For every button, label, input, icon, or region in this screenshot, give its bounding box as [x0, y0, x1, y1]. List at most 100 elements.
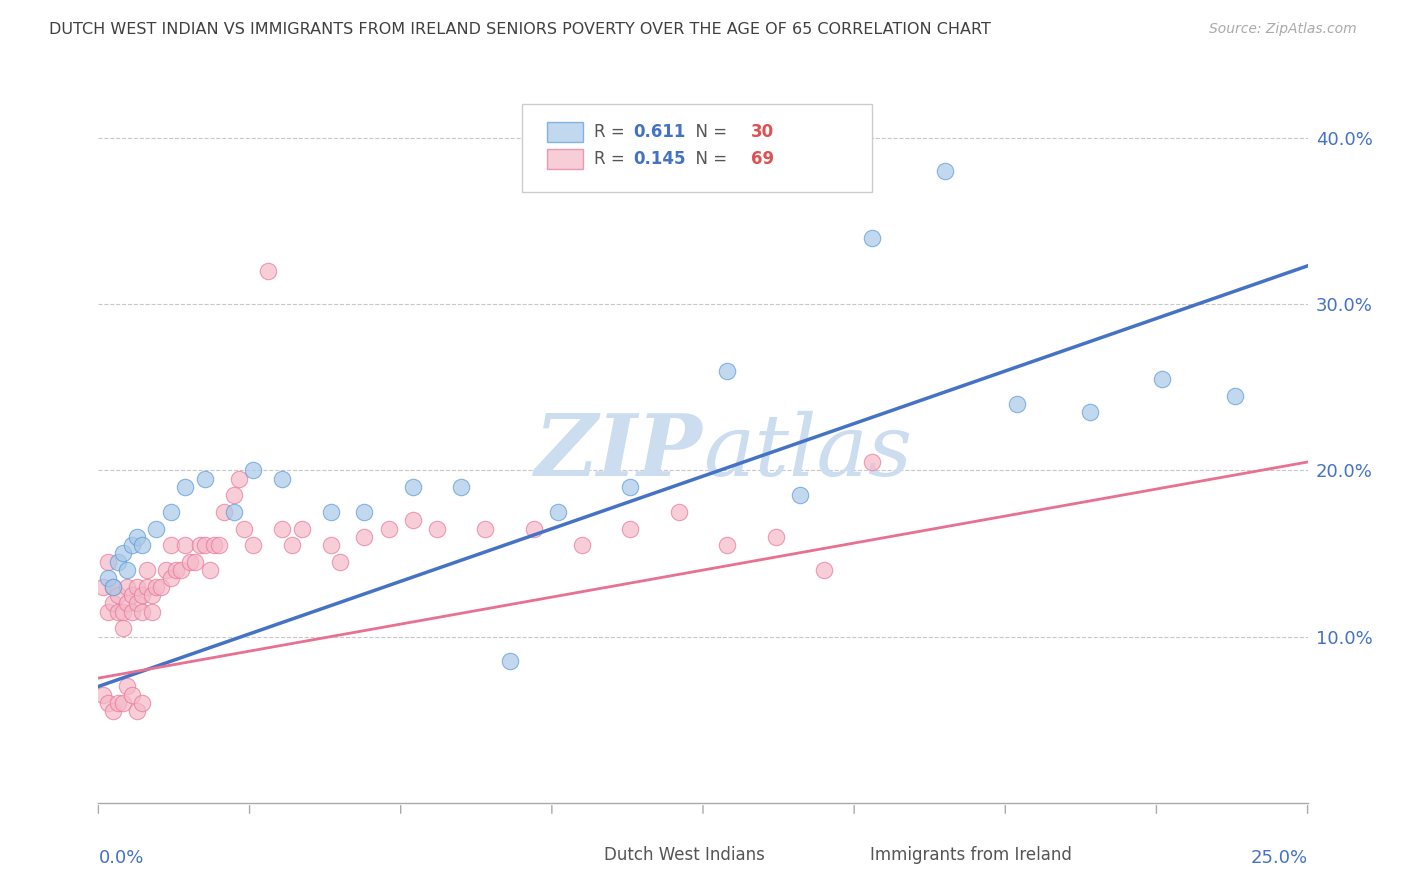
Point [194, 538, 217, 552]
Text: R =: R = [595, 150, 630, 168]
Point [256, 264, 278, 278]
Point [208, 538, 231, 552]
Point [91, 688, 114, 702]
Point [179, 555, 201, 569]
Point [107, 696, 129, 710]
Point [1078, 405, 1101, 419]
Text: Source: ZipAtlas.com: Source: ZipAtlas.com [1209, 22, 1357, 37]
Point [377, 521, 399, 535]
Text: 25.0%: 25.0% [1250, 849, 1308, 867]
Point [97, 696, 120, 710]
Point [619, 521, 641, 535]
FancyBboxPatch shape [557, 846, 593, 866]
Point [194, 472, 217, 486]
Point [619, 480, 641, 494]
Point [97, 571, 120, 585]
Point [145, 521, 167, 535]
Text: 69: 69 [751, 150, 775, 168]
Point [169, 563, 191, 577]
Point [127, 530, 149, 544]
Point [198, 563, 221, 577]
Point [228, 472, 250, 486]
Point [117, 580, 139, 594]
Point [135, 580, 157, 594]
Point [165, 563, 187, 577]
Point [523, 521, 546, 535]
Point [789, 488, 811, 502]
Point [1007, 397, 1029, 411]
Point [290, 521, 312, 535]
Point [212, 505, 235, 519]
Point [131, 588, 153, 602]
Point [860, 230, 883, 244]
Point [121, 588, 143, 602]
Point [174, 480, 197, 494]
Point [141, 588, 163, 602]
Point [860, 455, 883, 469]
Point [135, 563, 157, 577]
Point [319, 505, 342, 519]
Point [111, 696, 134, 710]
Point [1152, 372, 1174, 386]
Point [426, 521, 449, 535]
Point [150, 580, 173, 594]
Point [117, 596, 139, 610]
Text: N =: N = [685, 150, 733, 168]
Point [716, 538, 738, 552]
Point [107, 588, 129, 602]
Point [402, 480, 425, 494]
Point [127, 580, 149, 594]
Point [107, 605, 129, 619]
Point [97, 605, 120, 619]
Point [117, 680, 139, 694]
Text: Dutch West Indians: Dutch West Indians [603, 847, 765, 864]
Text: ZIP: ZIP [536, 410, 703, 493]
Point [281, 538, 304, 552]
Point [204, 538, 226, 552]
Point [111, 621, 134, 635]
Point [101, 596, 124, 610]
Point [188, 538, 211, 552]
Text: 30: 30 [751, 123, 775, 141]
Point [174, 538, 197, 552]
Point [121, 605, 143, 619]
Point [271, 472, 294, 486]
FancyBboxPatch shape [823, 846, 859, 866]
Point [145, 580, 167, 594]
Point [402, 513, 425, 527]
Text: Immigrants from Ireland: Immigrants from Ireland [870, 847, 1071, 864]
FancyBboxPatch shape [547, 122, 583, 143]
Point [160, 571, 183, 585]
Point [131, 605, 153, 619]
Point [353, 530, 375, 544]
Point [813, 563, 835, 577]
Point [131, 538, 153, 552]
Point [765, 530, 787, 544]
Point [91, 580, 114, 594]
Point [474, 521, 496, 535]
Point [450, 480, 472, 494]
Point [107, 555, 129, 569]
Point [121, 688, 143, 702]
Point [127, 705, 149, 719]
Point [242, 463, 264, 477]
Point [127, 596, 149, 610]
Point [222, 488, 245, 502]
Point [101, 705, 124, 719]
Point [271, 521, 294, 535]
Point [319, 538, 342, 552]
Text: atlas: atlas [703, 410, 912, 493]
Text: 0.0%: 0.0% [98, 849, 143, 867]
Point [716, 363, 738, 377]
Point [160, 505, 183, 519]
Point [232, 521, 254, 535]
Text: DUTCH WEST INDIAN VS IMMIGRANTS FROM IRELAND SENIORS POVERTY OVER THE AGE OF 65 : DUTCH WEST INDIAN VS IMMIGRANTS FROM IRE… [49, 22, 991, 37]
Point [111, 605, 134, 619]
Point [668, 505, 690, 519]
Text: 0.611: 0.611 [633, 123, 685, 141]
Point [498, 655, 520, 669]
FancyBboxPatch shape [547, 149, 583, 169]
Point [571, 538, 593, 552]
Point [155, 563, 177, 577]
Point [160, 538, 183, 552]
